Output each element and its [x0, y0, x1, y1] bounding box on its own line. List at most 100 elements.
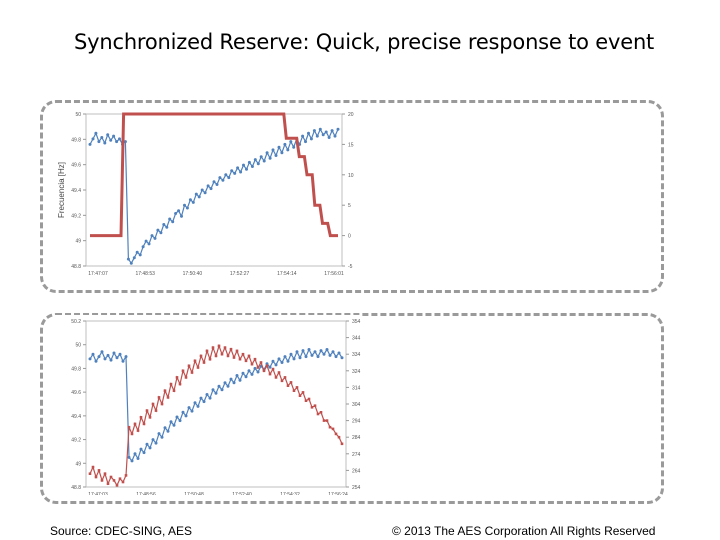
frequency-point — [208, 396, 212, 400]
frequency-point — [223, 381, 227, 385]
frequency-point — [289, 140, 293, 144]
frequency-point — [135, 250, 139, 254]
power-point — [88, 472, 92, 475]
y-axis-title: Frecuencia [Hz] — [57, 162, 66, 218]
power-point — [295, 386, 299, 389]
power-point — [199, 354, 203, 358]
frequency-point — [123, 140, 127, 144]
frequency-point — [181, 410, 185, 414]
frequency-point — [109, 358, 113, 362]
y-tick-label: 49.4 — [71, 188, 81, 194]
frequency-point — [156, 228, 160, 232]
power-point — [205, 349, 209, 353]
y-tick-label: 50 — [75, 112, 81, 118]
frequency-point — [197, 195, 201, 199]
frequency-point — [141, 245, 145, 249]
frequency-point — [262, 159, 266, 163]
frequency-point — [309, 137, 313, 141]
power-point — [118, 477, 122, 480]
frequency-point — [160, 435, 164, 439]
frequency-point — [242, 163, 245, 167]
power-point — [280, 379, 284, 383]
frequency-point — [286, 148, 290, 152]
frequency-point — [336, 127, 340, 131]
frequency-point — [115, 356, 119, 360]
y-tick-label: 49.6 — [71, 390, 81, 396]
frequency-point — [265, 151, 269, 155]
power-point — [187, 364, 191, 368]
frequency-point — [274, 154, 278, 157]
frequency-point — [283, 142, 287, 146]
frequency-point — [136, 457, 140, 460]
power-point — [196, 366, 200, 369]
power-point — [133, 422, 137, 426]
frequency-point — [337, 351, 341, 355]
y2-tick-label: 324 — [352, 369, 361, 375]
frequency-point — [150, 234, 154, 238]
frequency-point — [265, 362, 269, 366]
y-tick-label: 48.8 — [71, 264, 81, 270]
frequency-point — [331, 350, 335, 354]
frequency-point — [236, 166, 240, 170]
frequency-point — [301, 134, 305, 138]
power-point — [274, 376, 278, 379]
power-point — [106, 482, 110, 485]
frequency-point — [327, 136, 331, 139]
power-point — [214, 354, 218, 358]
power-point — [154, 409, 158, 412]
frequency-point — [241, 371, 245, 375]
frequency-point — [109, 138, 113, 142]
power-point — [124, 474, 128, 477]
frequency-point — [268, 365, 272, 369]
frequency-point — [153, 236, 157, 240]
power-point — [190, 371, 194, 374]
power-point — [268, 372, 272, 376]
frequency-point — [321, 133, 325, 137]
y-tick-label: 49.8 — [71, 366, 81, 372]
frequency-point — [212, 180, 216, 184]
slide-title: Synchronized Reserve: Quick, precise res… — [74, 30, 655, 54]
frequency-point — [142, 451, 146, 455]
power-point — [175, 376, 179, 379]
source-note: Source: CDEC-SING, AES — [50, 524, 193, 538]
frequency-point — [316, 355, 320, 359]
frequency-point — [280, 151, 284, 155]
frequency-chart-bottom: 50.2 50 49.8 49.6 49.4 49.2 49 48.8 354 344 334 324… — [54, 315, 362, 498]
power-point — [157, 396, 161, 399]
power-point — [337, 435, 341, 439]
power-point — [322, 419, 326, 422]
power-point — [121, 480, 125, 484]
frequency-point — [169, 420, 173, 424]
frequency-point — [126, 257, 130, 261]
frequency-point — [190, 409, 194, 413]
frequency-point — [91, 137, 95, 141]
x-tick-label: 17:56:01 — [324, 271, 344, 277]
frequency-point — [239, 170, 243, 174]
power-point — [181, 369, 185, 373]
frequency-point — [200, 188, 204, 192]
y2-tick-label: 20 — [348, 112, 354, 118]
frequency-point — [247, 160, 251, 164]
frequency-point — [324, 130, 328, 134]
y2-tick-label: 314 — [352, 385, 361, 391]
frequency-point — [163, 426, 167, 430]
frequency-point — [157, 432, 161, 436]
power-point — [253, 357, 257, 361]
power-point — [235, 349, 239, 353]
frequency-point — [322, 352, 326, 356]
power-point — [328, 425, 332, 429]
frequency-point — [188, 198, 192, 202]
y2-tick-label: 344 — [352, 336, 361, 342]
x-tick-label: 17:50:48 — [184, 492, 204, 495]
frequency-point — [301, 349, 305, 353]
y-tick-label: 48.8 — [71, 485, 81, 491]
power-point — [136, 429, 140, 432]
y2-tick-label: 15 — [348, 142, 354, 148]
frequency-point — [227, 176, 231, 180]
y2-tick-label: -5 — [348, 264, 353, 270]
power-point — [262, 369, 266, 373]
frequency-point — [166, 429, 170, 433]
frequency-point — [199, 396, 203, 400]
frequency-point — [286, 359, 290, 363]
frequency-point — [94, 359, 98, 363]
